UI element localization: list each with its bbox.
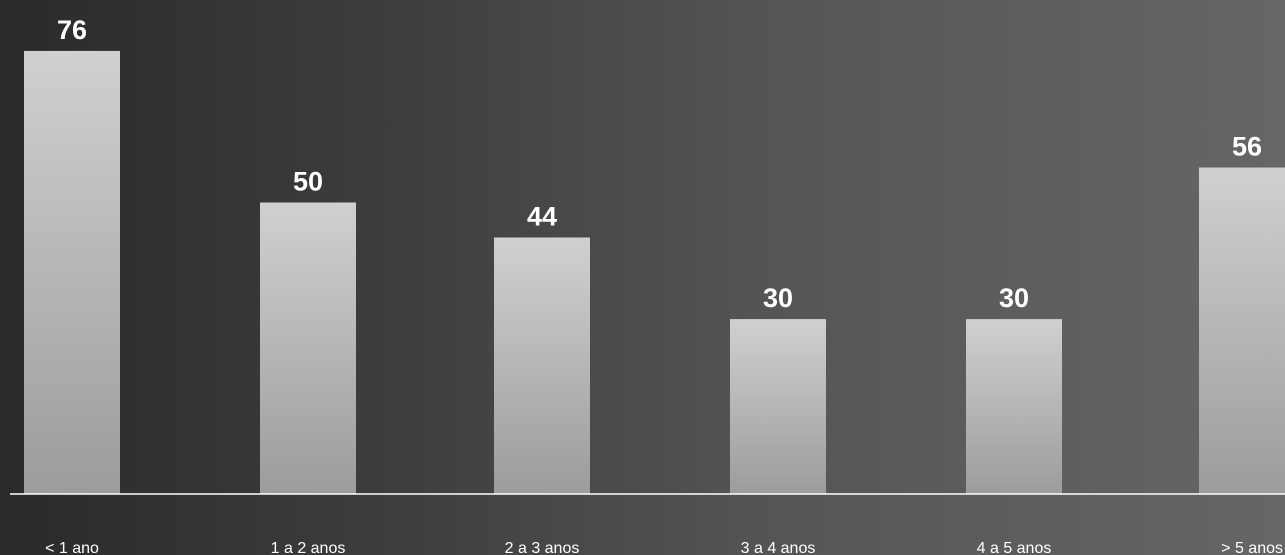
bar-1 bbox=[260, 202, 356, 494]
category-label-3: 3 a 4 anos bbox=[741, 540, 816, 555]
value-label-1: 50 bbox=[293, 167, 323, 197]
category-label-1: 1 a 2 anos bbox=[271, 540, 346, 555]
value-label-5: 56 bbox=[1232, 132, 1262, 162]
bars-group bbox=[24, 50, 1285, 495]
value-label-0: 76 bbox=[57, 15, 87, 45]
bar-0 bbox=[24, 50, 120, 495]
category-label-5: > 5 anos bbox=[1221, 540, 1283, 555]
bar-2 bbox=[494, 237, 590, 495]
category-label-4: 4 a 5 anos bbox=[977, 540, 1052, 555]
value-label-4: 30 bbox=[999, 283, 1029, 313]
category-label-0: < 1 ano bbox=[45, 540, 99, 555]
bar-5 bbox=[1199, 167, 1285, 494]
bar-3 bbox=[730, 319, 826, 494]
bar-4 bbox=[966, 319, 1062, 494]
category-label-2: 2 a 3 anos bbox=[505, 540, 580, 555]
value-label-2: 44 bbox=[527, 201, 557, 231]
value-labels-group: 76 50 44 30 30 56 bbox=[57, 15, 1262, 313]
category-labels-group: < 1 ano 1 a 2 anos 2 a 3 anos 3 a 4 anos 4 a… bbox=[45, 540, 1283, 555]
value-label-3: 30 bbox=[763, 283, 793, 313]
